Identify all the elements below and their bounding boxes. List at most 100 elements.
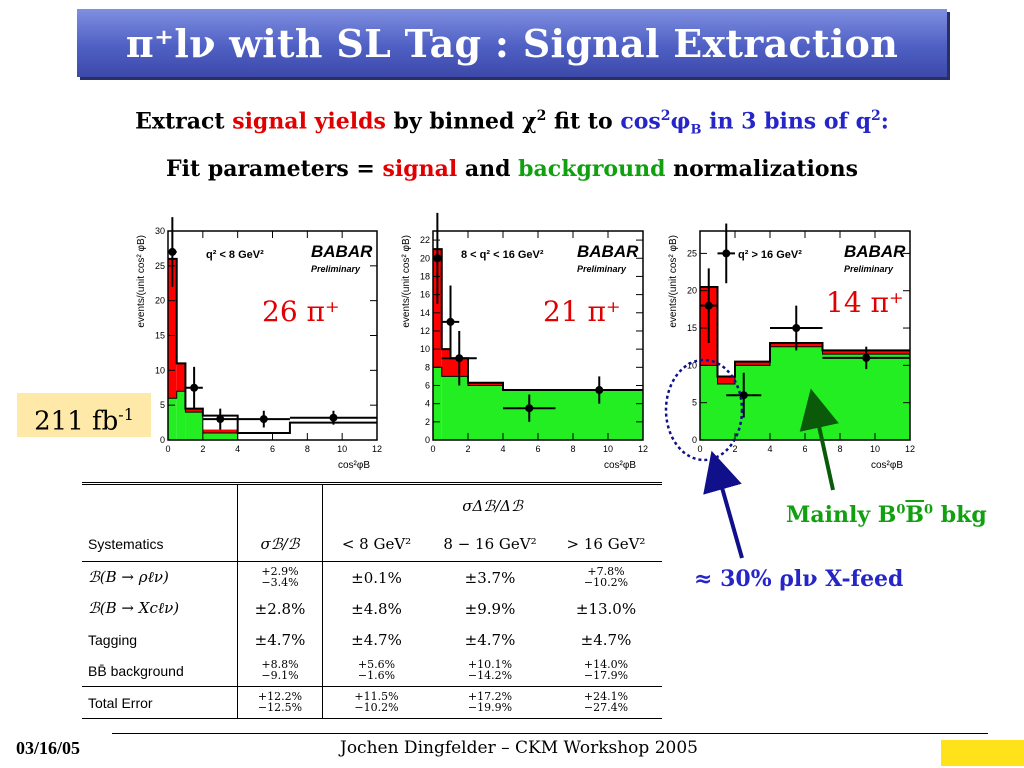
footer-date: 03/16/05 bbox=[16, 738, 81, 758]
table-cell: ±9.9% bbox=[464, 599, 516, 618]
asym-error: +14.0% −17.9% bbox=[584, 659, 628, 681]
table-cell: ±4.7% bbox=[322, 624, 430, 655]
y-tick-label: 10 bbox=[155, 365, 165, 375]
bkg-note-sup: 0 bbox=[896, 502, 906, 518]
y-axis-label: events/(unit cos² φB) bbox=[668, 235, 679, 328]
error-up: +5.6% bbox=[357, 657, 396, 671]
error-up: +12.2% bbox=[257, 689, 303, 703]
y-tick-label: 5 bbox=[160, 400, 165, 410]
error-up: +17.2% bbox=[467, 689, 513, 703]
babar-logo: BABAR bbox=[577, 242, 639, 261]
error-up: +11.5% bbox=[354, 689, 399, 703]
table-row: ℬ(B → Xcℓν) ±2.8% ±4.8% ±9.9% ±13.0% bbox=[82, 593, 662, 624]
asym-error: +5.6% −1.6% bbox=[358, 659, 395, 681]
babar-logo: BABAR bbox=[311, 242, 373, 261]
y-tick-label: 15 bbox=[155, 331, 165, 341]
table-cell: ±4.7% bbox=[464, 630, 516, 649]
bkg-note-sup2: 0 bbox=[924, 502, 934, 518]
error-down: −19.9% bbox=[467, 700, 513, 714]
intro-text: Extract bbox=[135, 108, 233, 135]
table-cell: +10.1% −14.2% bbox=[430, 655, 550, 687]
table-cell: ±3.7% bbox=[464, 568, 516, 587]
y-tick-label: 25 bbox=[155, 261, 165, 271]
x-tick-label: 6 bbox=[270, 444, 275, 454]
background-bar bbox=[450, 376, 468, 440]
x-axis-label: cos²φB bbox=[871, 460, 903, 471]
y-tick-label: 0 bbox=[692, 435, 697, 445]
x-tick-label: 4 bbox=[235, 444, 240, 454]
y-tick-label: 2 bbox=[425, 417, 430, 427]
x-tick-label: 12 bbox=[905, 444, 915, 454]
y-tick-label: 20 bbox=[155, 296, 165, 306]
data-point bbox=[168, 247, 177, 256]
error-down: −9.1% bbox=[261, 668, 299, 682]
normalizations-text: normalizations bbox=[665, 156, 858, 182]
col-header: σℬ/ℬ bbox=[237, 527, 323, 562]
luminosity-sup: -1 bbox=[118, 405, 134, 424]
x-tick-label: 6 bbox=[802, 444, 807, 454]
error-down: −3.4% bbox=[261, 575, 299, 589]
data-point bbox=[455, 354, 464, 363]
footer-accent-box bbox=[941, 740, 1024, 766]
table-cell: ±13.0% bbox=[575, 599, 637, 618]
table-cell: +14.0% −17.9% bbox=[550, 655, 662, 687]
y-tick-label: 16 bbox=[420, 290, 430, 300]
x-tick-label: 0 bbox=[430, 444, 435, 454]
signal-bar bbox=[176, 363, 186, 392]
y-tick-label: 0 bbox=[160, 435, 165, 445]
x-tick-label: 2 bbox=[732, 444, 737, 454]
empty-cell bbox=[237, 483, 323, 528]
intro-text: fit to bbox=[546, 108, 621, 135]
y-tick-label: 8 bbox=[425, 362, 430, 372]
x-tick-label: 10 bbox=[603, 444, 613, 454]
table-body: ℬ(B → ρℓν) +2.9% −3.4% ±0.1% ±3.7% +7.8% −10.2… bbox=[82, 561, 662, 719]
table-header-row: Systematics σℬ/ℬ < 8 GeV² 8 − 16 GeV² > … bbox=[82, 527, 662, 562]
background-bar bbox=[770, 346, 823, 440]
q2-range-label: q² > 16 GeV² bbox=[738, 249, 802, 261]
fit-panel-2: 0 2 4 6 8 10 12 0 2 4 6 8 10 12 14 16 18 20 22 8 < q² < 16 … bbox=[401, 212, 648, 471]
background-bar bbox=[468, 385, 503, 440]
table-header-top: σΔℬ/Δℬ bbox=[322, 483, 662, 528]
error-up: +7.8% bbox=[587, 564, 625, 578]
preliminary-label: Preliminary bbox=[577, 264, 627, 274]
asym-error: +2.9% −3.4% bbox=[261, 566, 298, 588]
error-up: +2.9% bbox=[261, 564, 299, 578]
error-up: +24.1% bbox=[583, 689, 629, 703]
signal-bar bbox=[202, 429, 238, 434]
intro-text: by binned χ bbox=[385, 108, 537, 135]
q2-sup: 2 bbox=[871, 108, 881, 124]
data-point bbox=[190, 383, 199, 392]
table-cell: ±0.1% bbox=[322, 561, 430, 593]
error-down: −17.9% bbox=[583, 668, 629, 682]
row-label: ℬ(B → Xcℓν) bbox=[88, 599, 180, 617]
asym-error: +8.8% −9.1% bbox=[261, 659, 298, 681]
title-bar: π⁺lν with SL Tag : Signal Extraction bbox=[77, 9, 947, 77]
x-tick-label: 8 bbox=[837, 444, 842, 454]
x-tick-label: 2 bbox=[465, 444, 470, 454]
xfeed-note: ≈ 30% ρlν X-feed bbox=[694, 566, 904, 592]
y-axis-label: events/(unit cos² φB) bbox=[136, 235, 147, 328]
data-point bbox=[862, 353, 871, 362]
asym-error: +12.2% −12.5% bbox=[258, 691, 302, 713]
signal-word: signal bbox=[382, 156, 458, 182]
babar-logo: BABAR bbox=[844, 242, 906, 261]
data-point bbox=[704, 301, 713, 310]
y-tick-label: 10 bbox=[687, 360, 697, 370]
data-point bbox=[329, 413, 338, 422]
row-label: ℬ(B → ρℓν) bbox=[88, 568, 169, 586]
signal-bar bbox=[441, 349, 451, 377]
table-cell: +5.6% −1.6% bbox=[322, 655, 430, 687]
luminosity-value: 211 fb bbox=[34, 406, 119, 437]
asym-error: +17.2% −19.9% bbox=[468, 691, 512, 713]
footer-rule bbox=[112, 733, 988, 734]
error-down: −10.2% bbox=[354, 700, 399, 714]
y-axis-label: events/(unit cos² φB) bbox=[401, 235, 412, 328]
x-tick-label: 8 bbox=[570, 444, 575, 454]
data-point bbox=[792, 324, 801, 333]
x-tick-label: 12 bbox=[372, 444, 382, 454]
signal-bar bbox=[185, 408, 203, 413]
y-tick-label: 22 bbox=[420, 235, 430, 245]
x-tick-label: 4 bbox=[767, 444, 772, 454]
table-row: BB̄ background +8.8% −9.1% +5.6% −1.6% +10.1%… bbox=[82, 655, 662, 687]
background-bar bbox=[168, 398, 177, 440]
